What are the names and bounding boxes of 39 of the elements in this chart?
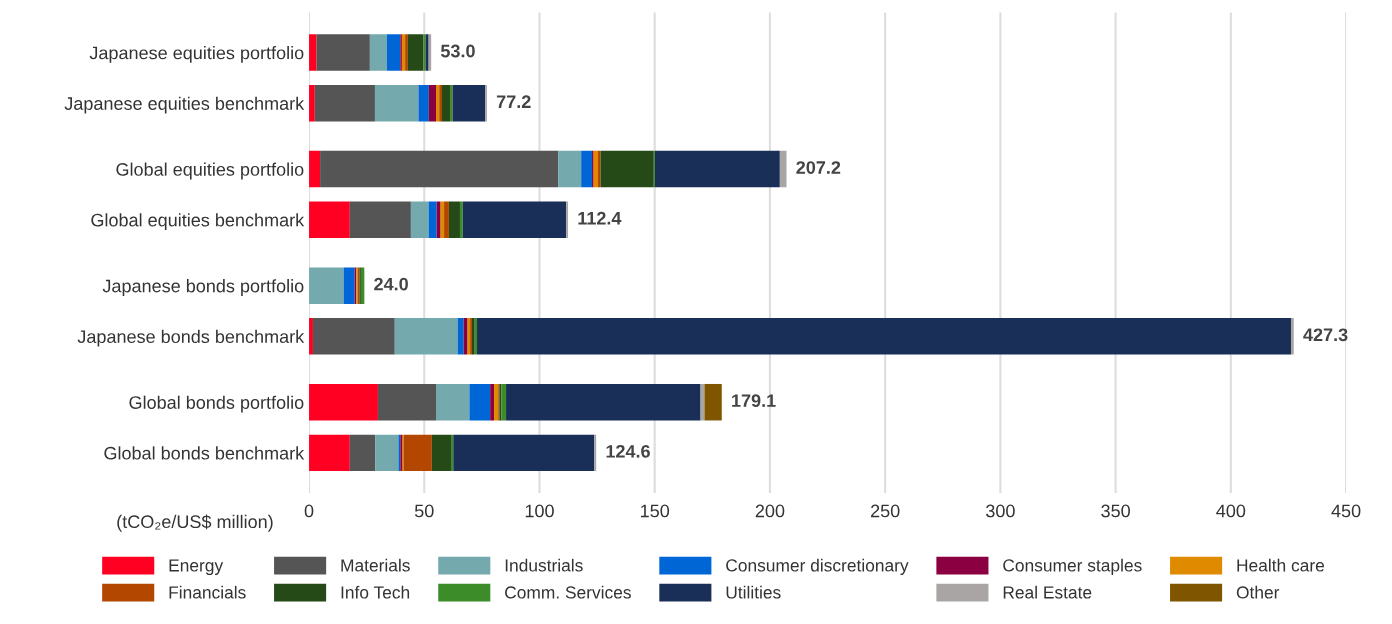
x-axis-title: (tCO₂e/US$ million)	[117, 514, 273, 532]
x-tick-label: 350	[1101, 504, 1130, 518]
y-tick-label: Japanese bonds benchmark	[77, 329, 305, 347]
total-label: 124.6	[606, 444, 650, 458]
total-label: 53.0	[440, 44, 475, 58]
legend-label: Energy	[169, 559, 224, 575]
x-tick-label: 250	[871, 504, 900, 518]
x-tick-label: 300	[986, 504, 1015, 518]
x-tick-label: 50	[414, 504, 434, 518]
x-tick-label: 200	[755, 504, 785, 518]
legend-label: Financials	[169, 585, 246, 599]
y-tick-label: Global bonds benchmark	[104, 446, 305, 460]
legend-label: Consumer staples	[1003, 558, 1142, 575]
total-label: 427.3	[1303, 328, 1348, 342]
total-label: 77.2	[496, 95, 531, 108]
x-tick-label: 400	[1216, 504, 1246, 518]
x-tick-label: 150	[641, 504, 670, 518]
total-label: 112.4	[578, 211, 622, 225]
y-tick-label: Global bonds portfolio	[129, 395, 304, 413]
total-label: 24.0	[374, 277, 408, 291]
total-label: 207.2	[796, 161, 841, 174]
legend-label: Info Tech	[341, 585, 410, 599]
legend-label: Real Estate	[1003, 585, 1092, 599]
legend-label: Comm. Services	[505, 585, 631, 599]
legend-label: Other	[1236, 585, 1280, 599]
legend-label: Materials	[341, 558, 410, 572]
legend-label: Industrials	[505, 558, 583, 572]
legend-label: Consumer discretionary	[726, 558, 909, 575]
x-tick-label: 100	[525, 504, 554, 518]
legend-label: Health care	[1237, 558, 1325, 572]
y-tick-label: Japanese equities portfolio	[89, 46, 304, 63]
total-label: 179.1	[732, 394, 776, 408]
y-tick-label: Global equities benchmark	[91, 213, 305, 231]
y-tick-label: Japanese equities benchmark	[64, 96, 305, 114]
y-tick-label: Global equities portfolio	[116, 162, 304, 180]
legend-label: Utilities	[726, 585, 781, 599]
x-tick-label: 450	[1331, 504, 1361, 518]
x-tick-label: 0	[304, 504, 314, 518]
y-tick-label: Japanese bonds portfolio	[102, 279, 304, 296]
